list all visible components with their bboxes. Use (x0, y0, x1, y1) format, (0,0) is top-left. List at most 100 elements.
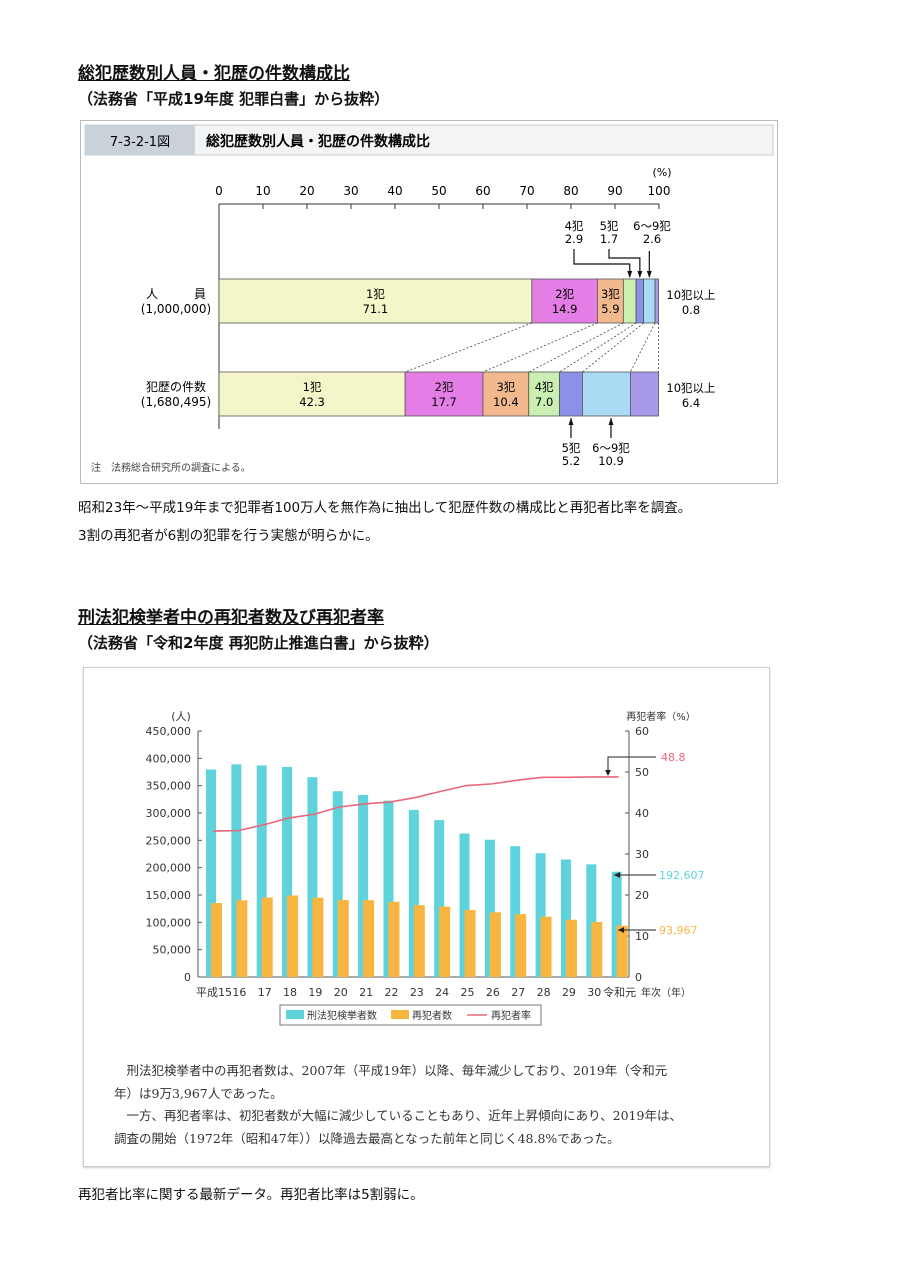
x-tick-label: 26 (486, 986, 500, 999)
bar-recidivists (565, 919, 577, 977)
bar-arrests (332, 791, 343, 977)
recidivism-chart: (人) 再犯者率（%） 0 50,000 100,000 150,000 200,000 25… (146, 710, 705, 1026)
bar-segment (630, 371, 659, 417)
x-tick-label: 40 (387, 184, 402, 198)
bar-recidivists (211, 903, 222, 977)
callout-name: 5犯 (562, 441, 581, 455)
bar-recidivists (287, 895, 299, 977)
x-tick-label: 0 (215, 184, 223, 198)
bar-arrests (560, 859, 571, 977)
right-tick-label: 10 (635, 930, 649, 943)
x-tick-label: 80 (563, 184, 578, 198)
bar-arrests (586, 864, 597, 977)
bar-recidivists (515, 914, 527, 977)
legend-label: 再犯者数 (412, 1009, 452, 1022)
callout-name: 6～9犯 (592, 441, 630, 455)
left-tick-label: 100,000 (146, 916, 192, 929)
bar-segment (582, 371, 631, 417)
bar-arrests (459, 833, 470, 977)
figure-note: 注 法務総合研究所の調査による。 (91, 461, 251, 474)
bar-recidivists (261, 897, 273, 977)
bar-arrests (383, 800, 394, 977)
bar-segment (218, 371, 406, 417)
bar-arrests (434, 820, 445, 977)
section2-heading: 刑法犯検挙者中の再犯者数及び再犯者率 (78, 608, 384, 628)
left-tick-label: 150,000 (146, 889, 192, 902)
section1-source: （法務省「平成19年度 犯罪白書」から抜粋） (78, 90, 390, 108)
right-tick-label: 50 (635, 766, 649, 779)
x-tick-label: 20 (299, 184, 314, 198)
bar-recidivists (540, 916, 552, 977)
callout-arrow (573, 249, 631, 277)
segment-name: 3犯 (601, 287, 620, 301)
x-tick-label: 28 (537, 986, 551, 999)
callout-value: 2.6 (643, 232, 661, 246)
segment-name: 2犯 (555, 287, 574, 301)
callout-name: 6～9犯 (633, 219, 671, 233)
left-tick-label: 450,000 (146, 725, 192, 738)
x-tick-label: 100 (648, 184, 671, 198)
x-tick-label: 23 (410, 986, 424, 999)
segment-name: 10犯以上 (666, 381, 715, 395)
figure-1: 7-3-2-1図 総犯歴数別人員・犯歴の件数構成比 注 法務総合研究所の調査によ… (80, 120, 778, 484)
arrow-head (618, 927, 624, 933)
bar-recidivists (489, 912, 501, 977)
callout-value: 5.2 (562, 454, 580, 468)
figure-number: 7-3-2-1図 (110, 135, 170, 150)
bar-recidivists (388, 901, 400, 977)
legend-box (279, 1004, 542, 1026)
bar-arrests (206, 769, 216, 977)
annotation-recidivists: 93,967 (659, 924, 698, 937)
bar-recidivists (337, 899, 349, 977)
right-tick-label: 0 (635, 971, 642, 984)
section1-caption-line-1: 昭和23年～平成19年まで犯罪者100万人を無作為に抽出して犯歴件数の構成比と再… (78, 500, 692, 516)
bar-segment (559, 371, 583, 417)
x-tick-label: 25 (461, 986, 475, 999)
bar-recidivists (236, 900, 248, 977)
arrow-head (614, 872, 620, 878)
right-tick-label: 60 (635, 725, 649, 738)
bar-segment (528, 371, 560, 417)
annotation-line (607, 756, 656, 773)
x-tick-label: 24 (435, 986, 449, 999)
segment-value: 6.4 (682, 396, 700, 410)
x-tick-label: 60 (475, 184, 490, 198)
x-tick-label: 17 (258, 986, 272, 999)
bar-recidivists (439, 906, 451, 977)
callout-name: 5犯 (600, 219, 619, 233)
category-total: (1,000,000) (141, 302, 211, 316)
legend-swatch-arrests (286, 1010, 304, 1019)
segment-name: 1犯 (366, 287, 385, 301)
section1-caption-line-2: 3割の再犯者が6割の犯罪を行う実態が明らかに。 (78, 528, 379, 544)
segment-value: 71.1 (363, 302, 389, 316)
x-tick-label: 30 (343, 184, 358, 198)
left-axis-unit: (人) (171, 710, 191, 723)
bar-recidivists (312, 897, 324, 977)
axis-unit: (%) (652, 166, 671, 179)
bar-arrests (282, 766, 293, 977)
arrow-head (646, 271, 652, 278)
connector-line (630, 322, 656, 373)
connector-line (528, 322, 624, 373)
x-tick-label: 20 (334, 986, 348, 999)
callout-arrow (608, 249, 641, 277)
x-tick-label: 30 (587, 986, 601, 999)
left-tick-label: 250,000 (146, 834, 192, 847)
bar-arrests (307, 777, 318, 977)
x-tick-label: 70 (519, 184, 534, 198)
bar-arrests (408, 809, 419, 977)
connector-line (582, 322, 644, 373)
bar-recidivists (464, 909, 476, 977)
segment-value: 17.7 (431, 395, 457, 409)
segment-value: 14.9 (552, 302, 578, 316)
left-tick-label: 350,000 (146, 780, 192, 793)
left-tick-label: 200,000 (146, 862, 192, 875)
body-line-3: 一方、再犯者率は、初犯者数が大幅に減少していることもあり、近年上昇傾向にあり、2… (114, 1108, 682, 1123)
callout-value: 1.7 (600, 232, 618, 246)
bar-recidivists (616, 925, 628, 977)
composition-chart: 7-3-2-1図 総犯歴数別人員・犯歴の件数構成比 注 法務総合研究所の調査によ… (84, 124, 774, 474)
segment-value: 10.4 (493, 395, 519, 409)
right-tick-label: 40 (635, 807, 649, 820)
x-tick-label: 16 (232, 986, 246, 999)
segment-name: 3犯 (496, 380, 515, 394)
